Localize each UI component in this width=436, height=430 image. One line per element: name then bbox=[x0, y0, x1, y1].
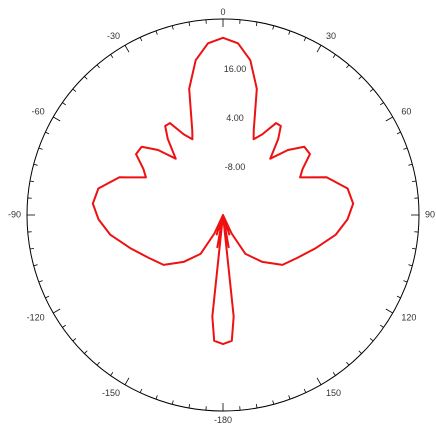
angle-tick-mark bbox=[38, 147, 43, 150]
angle-label: -120 bbox=[27, 312, 45, 322]
angle-labels: 0 30 60 90 120 150 -180 -150 -120 -90 -60 -30 bbox=[8, 7, 435, 425]
angle-tick-mark bbox=[332, 372, 336, 376]
angle-tick-mark bbox=[288, 395, 291, 400]
angle-tick-mark bbox=[255, 21, 258, 26]
angle-tick-mark bbox=[62, 324, 66, 328]
angle-tick-mark bbox=[316, 45, 322, 53]
angle-label: 30 bbox=[326, 31, 336, 41]
angle-tick-mark bbox=[29, 180, 34, 183]
angle-tick-mark bbox=[316, 377, 322, 385]
angle-tick-mark bbox=[272, 400, 275, 405]
angle-tick-mark bbox=[171, 25, 174, 30]
angle-tick-mark bbox=[358, 350, 362, 354]
angle-tick-mark bbox=[110, 372, 114, 376]
angle-label: -150 bbox=[102, 388, 120, 398]
angle-tick-mark bbox=[171, 400, 174, 405]
angle-label: -60 bbox=[32, 106, 45, 116]
angle-label: -30 bbox=[107, 31, 120, 41]
angle-tick-mark bbox=[84, 76, 88, 80]
angle-tick-mark bbox=[403, 280, 408, 283]
angle-tick-mark bbox=[139, 37, 143, 42]
angle-tick-mark bbox=[288, 30, 291, 35]
angle-tick-mark bbox=[303, 388, 307, 393]
angle-label: 60 bbox=[401, 106, 411, 116]
angle-tick-mark bbox=[33, 264, 38, 267]
angle-tick-mark bbox=[188, 21, 191, 26]
angle-label: 150 bbox=[326, 388, 341, 398]
angle-tick-mark bbox=[396, 295, 401, 299]
angle-tick-mark bbox=[346, 64, 350, 69]
angle-tick-mark bbox=[358, 76, 362, 80]
angle-tick-mark bbox=[33, 163, 38, 166]
angle-tick-mark bbox=[62, 102, 66, 106]
angle-tick-mark bbox=[408, 163, 413, 166]
radial-labels: 16.00 4.00 -8.00 bbox=[224, 64, 247, 172]
angle-tick-mark bbox=[96, 361, 100, 366]
angle-tick-mark bbox=[412, 180, 417, 183]
angle-label: 90 bbox=[425, 209, 435, 219]
angle-tick-mark bbox=[155, 30, 158, 35]
angle-label: 0 bbox=[220, 7, 225, 17]
angle-tick-mark bbox=[412, 247, 417, 250]
angle-tick-mark bbox=[53, 116, 61, 122]
radial-tick-label: -8.00 bbox=[225, 162, 246, 172]
angle-tick-mark bbox=[124, 45, 130, 53]
angle-label: -180 bbox=[214, 415, 232, 425]
radial-tick-label: 4.00 bbox=[226, 113, 244, 123]
angle-tick-mark bbox=[380, 324, 384, 328]
angle-tick-mark bbox=[380, 102, 384, 106]
angle-tick-mark bbox=[303, 37, 307, 42]
angle-tick-mark bbox=[188, 404, 191, 409]
angle-tick-mark bbox=[346, 361, 350, 366]
angle-tick-mark bbox=[408, 264, 413, 267]
angle-tick-mark bbox=[396, 131, 401, 135]
angle-tick-mark bbox=[385, 116, 393, 122]
angle-label: -90 bbox=[8, 209, 21, 219]
angle-tick-mark bbox=[38, 280, 43, 283]
angle-tick-mark bbox=[45, 131, 50, 135]
angle-tick-mark bbox=[110, 54, 114, 58]
angle-tick-mark bbox=[72, 88, 77, 92]
angle-tick-mark bbox=[272, 25, 275, 30]
angle-tick-mark bbox=[45, 295, 50, 299]
angle-tick-mark bbox=[369, 338, 374, 342]
angle-tick-mark bbox=[369, 88, 374, 92]
angle-tick-mark bbox=[385, 308, 393, 314]
angle-tick-mark bbox=[96, 64, 100, 69]
pattern-series-line bbox=[91, 36, 355, 346]
angle-tick-mark bbox=[403, 147, 408, 150]
radial-tick-label: 16.00 bbox=[224, 64, 247, 74]
polar-tick-marks bbox=[27, 19, 419, 411]
series-group bbox=[91, 36, 355, 346]
angle-tick-mark bbox=[72, 338, 77, 342]
angle-label: 120 bbox=[401, 312, 416, 322]
angle-tick-mark bbox=[53, 308, 61, 314]
angle-tick-mark bbox=[332, 54, 336, 58]
angle-tick-mark bbox=[139, 388, 143, 393]
angle-tick-mark bbox=[255, 404, 258, 409]
angle-tick-mark bbox=[84, 350, 88, 354]
angle-tick-mark bbox=[124, 377, 130, 385]
angle-tick-mark bbox=[155, 395, 158, 400]
angle-tick-mark bbox=[29, 247, 34, 250]
